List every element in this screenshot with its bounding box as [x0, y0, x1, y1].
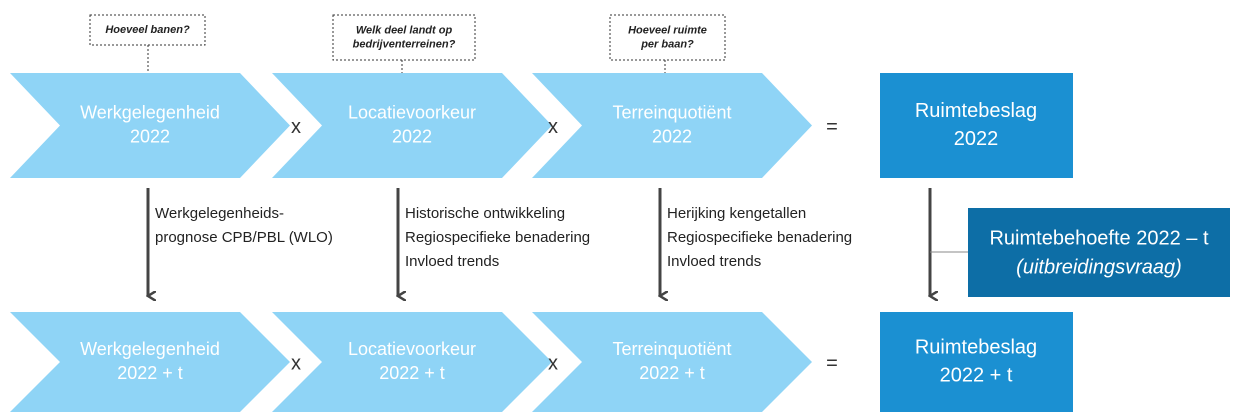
method-text: Regiospecifieke benadering [667, 229, 852, 246]
chevron [272, 312, 552, 412]
chevron [532, 312, 812, 412]
question-box [332, 14, 476, 61]
factor-label: 2022 + t [117, 363, 183, 383]
method-text: Invloed trends [405, 253, 499, 270]
result-label: 2022 + t [940, 364, 1013, 386]
result-box [880, 312, 1073, 412]
factor-label: 2022 [392, 126, 432, 146]
operator: x [291, 116, 301, 138]
factor-label: Locatievoorkeur [348, 339, 476, 359]
question-text: Hoeveel banen? [105, 24, 190, 36]
method-text: Historische ontwikkeling [405, 205, 565, 222]
result-label: Ruimtebeslag [915, 336, 1037, 358]
chevron [10, 312, 290, 412]
method-text: prognose CPB/PBL (WLO) [155, 229, 333, 246]
factor-label: 2022 [130, 126, 170, 146]
factor-label: Werkgelegenheid [80, 339, 220, 359]
chevron [272, 73, 552, 178]
method-text: Werkgelegenheids- [155, 205, 284, 222]
operator: = [826, 352, 838, 374]
operator: x [548, 116, 558, 138]
chevron [10, 73, 290, 178]
method-text: Regiospecifieke benadering [405, 229, 590, 246]
operator: = [826, 116, 838, 138]
factor-label: Terreinquotiënt [612, 339, 731, 359]
question-text: per baan? [640, 38, 694, 50]
need-box [968, 208, 1230, 297]
question-text: Welk deel landt op [356, 24, 453, 36]
operator: x [291, 352, 301, 374]
factor-label: Locatievoorkeur [348, 102, 476, 122]
factor-label: Werkgelegenheid [80, 102, 220, 122]
operator: x [548, 352, 558, 374]
result-box [880, 73, 1073, 178]
question-box [89, 14, 206, 46]
chevron [532, 73, 812, 178]
need-subtitle: (uitbreidingsvraag) [1016, 256, 1182, 278]
factor-label: Terreinquotiënt [612, 102, 731, 122]
result-label: 2022 [954, 128, 999, 150]
factor-label: 2022 [652, 126, 692, 146]
factor-label: 2022 + t [379, 363, 445, 383]
question-text: Hoeveel ruimte [628, 24, 707, 36]
factor-label: 2022 + t [639, 363, 705, 383]
question-text: bedrijventerreinen? [353, 38, 456, 50]
method-text: Invloed trends [667, 253, 761, 270]
question-box [609, 14, 726, 61]
need-title: Ruimtebehoefte 2022 – t [989, 227, 1208, 249]
result-label: Ruimtebeslag [915, 100, 1037, 122]
method-text: Herijking kengetallen [667, 205, 806, 222]
